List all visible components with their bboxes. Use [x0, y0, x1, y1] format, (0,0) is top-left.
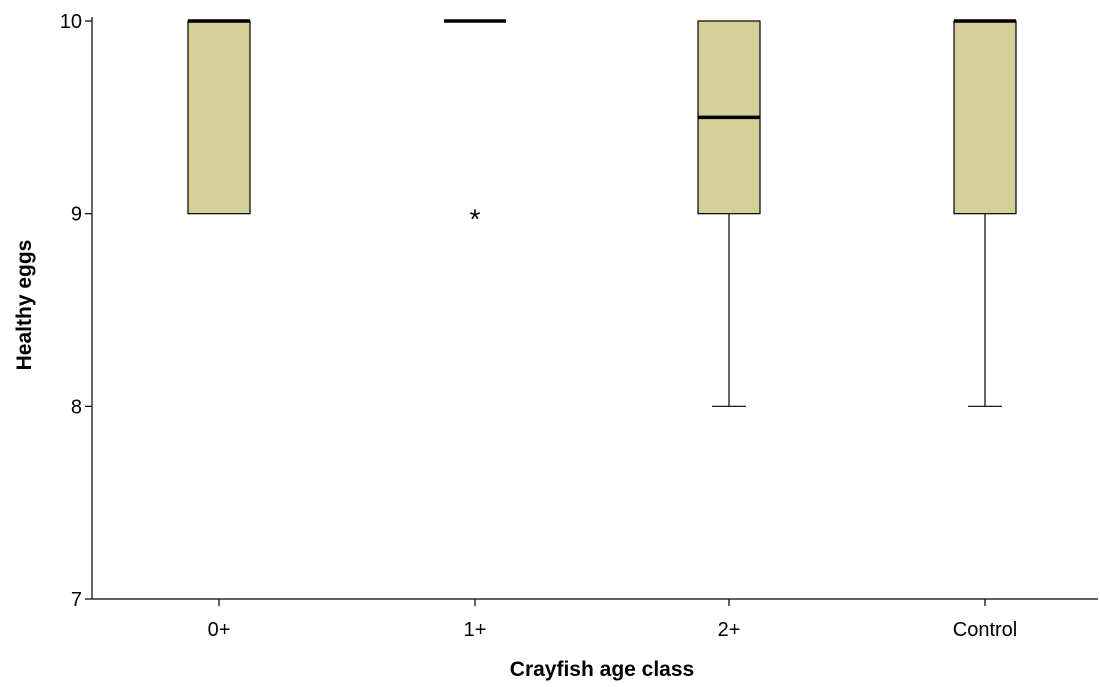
x-tick-label: 0+ [208, 619, 231, 641]
box-group-1+: * [444, 19, 506, 235]
y-tick-label: 8 [71, 396, 82, 418]
plot-area: * [187, 19, 1017, 407]
axes: 7 8 9 10 0+ 1+ 2+ Control [60, 11, 1098, 641]
x-axis-title: Crayfish age class [510, 658, 694, 681]
box-group-2+ [697, 20, 761, 407]
x-tick-label: 1+ [464, 619, 487, 641]
x-tick-label: Control [953, 619, 1017, 641]
y-tick-label: 7 [71, 589, 82, 611]
y-tick-label: 10 [60, 11, 82, 33]
box [187, 20, 251, 215]
box-group-Control [953, 19, 1017, 407]
y-axis-title: Healthy eggs [13, 240, 36, 371]
y-tick-label: 9 [71, 204, 82, 226]
box [953, 20, 1017, 215]
x-tick-label: 2+ [718, 619, 741, 641]
box-group-0+ [187, 19, 251, 215]
outlier-marker: * [470, 204, 481, 235]
